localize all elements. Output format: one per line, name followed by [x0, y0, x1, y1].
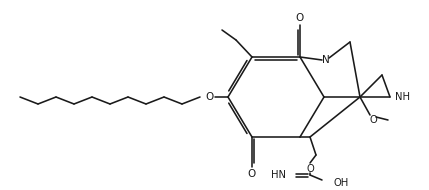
Text: O: O [248, 169, 256, 179]
Text: O: O [369, 115, 377, 125]
Text: O: O [296, 13, 304, 23]
Text: O: O [306, 164, 314, 174]
Text: HN: HN [271, 170, 286, 180]
Text: NH: NH [396, 92, 411, 102]
Text: O: O [206, 92, 214, 102]
Text: N: N [322, 55, 330, 65]
Text: OH: OH [334, 178, 349, 188]
